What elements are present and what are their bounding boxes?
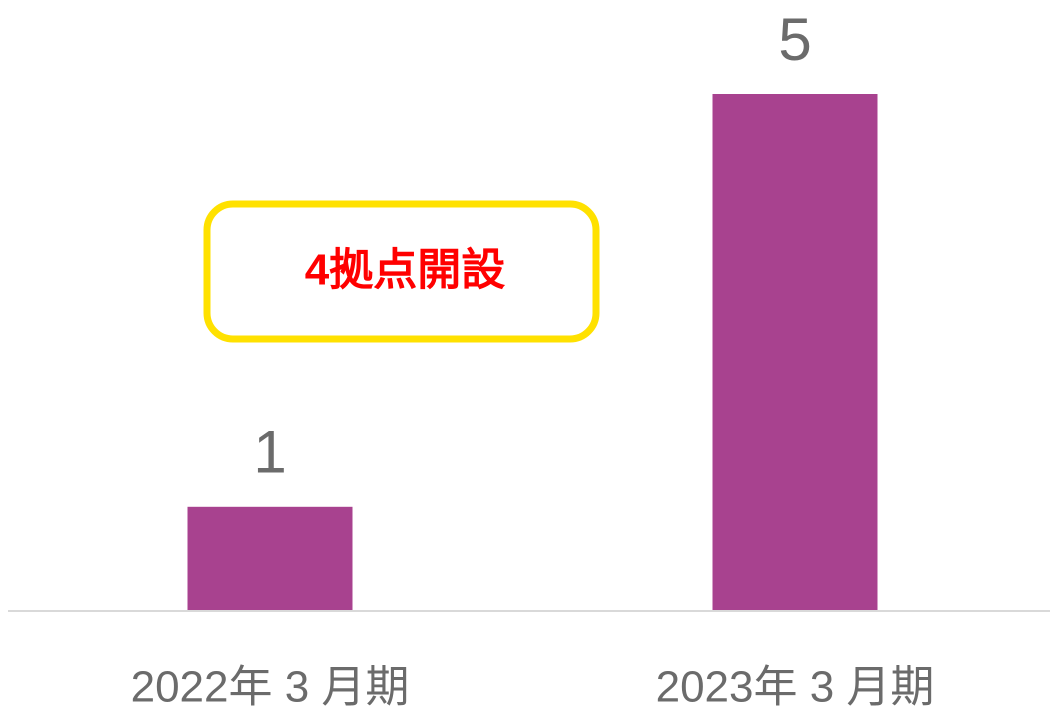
bar — [712, 94, 878, 610]
value-label: 1 — [253, 419, 286, 486]
annotation-box — [203, 200, 600, 343]
value-label: 5 — [778, 6, 811, 73]
x-tick-label: 2023年 3 月期 — [656, 663, 935, 712]
bar — [187, 506, 353, 610]
annotation: 4拠点開設 — [305, 246, 505, 295]
x-tick-label: 2022年 3 月期 — [131, 663, 410, 712]
